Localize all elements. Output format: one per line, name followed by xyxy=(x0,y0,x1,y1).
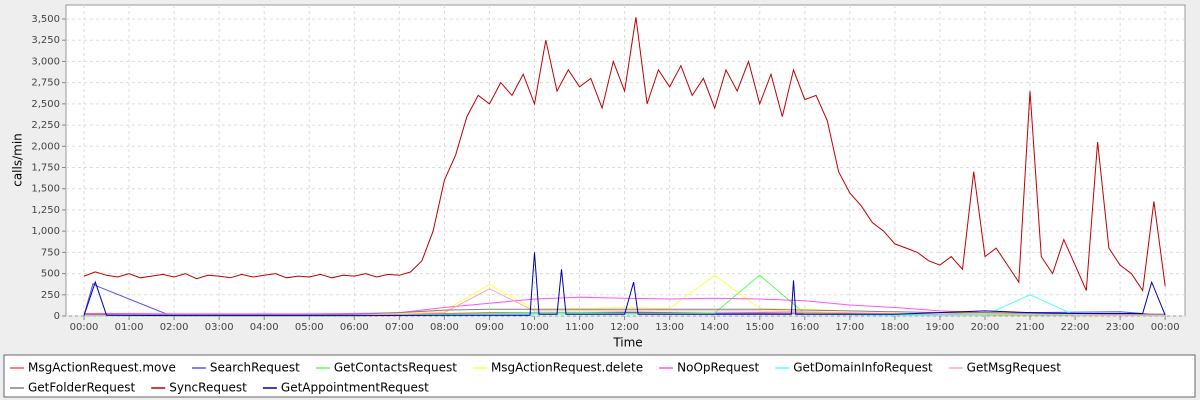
x-tick-label: 02:00 xyxy=(160,322,189,333)
plot-area xyxy=(65,4,1186,317)
legend-label: GetFolderRequest xyxy=(28,381,136,395)
x-axis-label: Time xyxy=(612,336,642,350)
y-tick-label: 2,250 xyxy=(31,120,60,131)
y-tick-label: 500 xyxy=(41,269,60,280)
legend-label: MsgActionRequest.delete xyxy=(491,361,643,375)
legend-label: MsgActionRequest.move xyxy=(28,361,176,375)
legend xyxy=(3,354,1196,398)
x-tick-label: 16:00 xyxy=(790,322,819,333)
x-tick-label: 15:00 xyxy=(745,322,774,333)
x-tick-label: 01:00 xyxy=(115,322,144,333)
y-axis-label: calls/min xyxy=(11,133,25,187)
x-tick-label: 04:00 xyxy=(250,322,279,333)
legend-label: GetDomainInfoRequest xyxy=(793,361,933,375)
x-tick-label: 05:00 xyxy=(295,322,324,333)
legend-label: GetContactsRequest xyxy=(334,361,457,375)
y-tick-label: 2,500 xyxy=(31,99,60,110)
legend-label: SyncRequest xyxy=(169,381,247,395)
series-line xyxy=(83,308,1166,316)
x-tick-label: 10:00 xyxy=(520,322,549,333)
y-tick-label: 2,000 xyxy=(31,141,60,152)
y-tick-label: 250 xyxy=(41,290,60,301)
y-tick-label: 1,250 xyxy=(31,205,60,216)
x-tick-label: 22:00 xyxy=(1061,322,1090,333)
series-line xyxy=(83,252,1166,317)
x-tick-label: 08:00 xyxy=(430,322,459,333)
y-tick-label: 3,250 xyxy=(31,35,60,46)
series-line xyxy=(83,17,1166,292)
x-tick-label: 13:00 xyxy=(655,322,684,333)
x-tick-label: 19:00 xyxy=(926,322,955,333)
legend-label: GetMsgRequest xyxy=(967,361,1062,375)
y-tick-label: 3,000 xyxy=(31,56,60,67)
x-tick-label: 07:00 xyxy=(385,322,414,333)
y-tick-label: 3,500 xyxy=(31,14,60,25)
legend-label: GetAppointmentRequest xyxy=(281,381,429,395)
x-tick-label: 14:00 xyxy=(700,322,729,333)
legend-label: SearchRequest xyxy=(210,361,300,375)
x-tick-label: 12:00 xyxy=(610,322,639,333)
y-tick-label: 1,750 xyxy=(31,163,60,174)
x-tick-label: 21:00 xyxy=(1016,322,1045,333)
x-tick-label: 00:00 xyxy=(1151,322,1180,333)
y-tick-label: 750 xyxy=(41,247,60,258)
x-tick-label: 11:00 xyxy=(565,322,594,333)
y-tick-label: 2,750 xyxy=(31,78,60,89)
y-tick-label: 1,500 xyxy=(31,184,60,195)
y-tick-label: 0 xyxy=(54,311,60,322)
x-tick-label: 09:00 xyxy=(475,322,504,333)
x-tick-label: 17:00 xyxy=(835,322,864,333)
legend-label: NoOpRequest xyxy=(677,361,759,375)
x-tick-label: 03:00 xyxy=(205,322,234,333)
x-tick-label: 23:00 xyxy=(1106,322,1135,333)
x-tick-label: 00:00 xyxy=(70,322,99,333)
x-tick-label: 18:00 xyxy=(880,322,909,333)
x-tick-label: 20:00 xyxy=(971,322,1000,333)
x-tick-label: 06:00 xyxy=(340,322,369,333)
y-tick-label: 1,000 xyxy=(31,226,60,237)
